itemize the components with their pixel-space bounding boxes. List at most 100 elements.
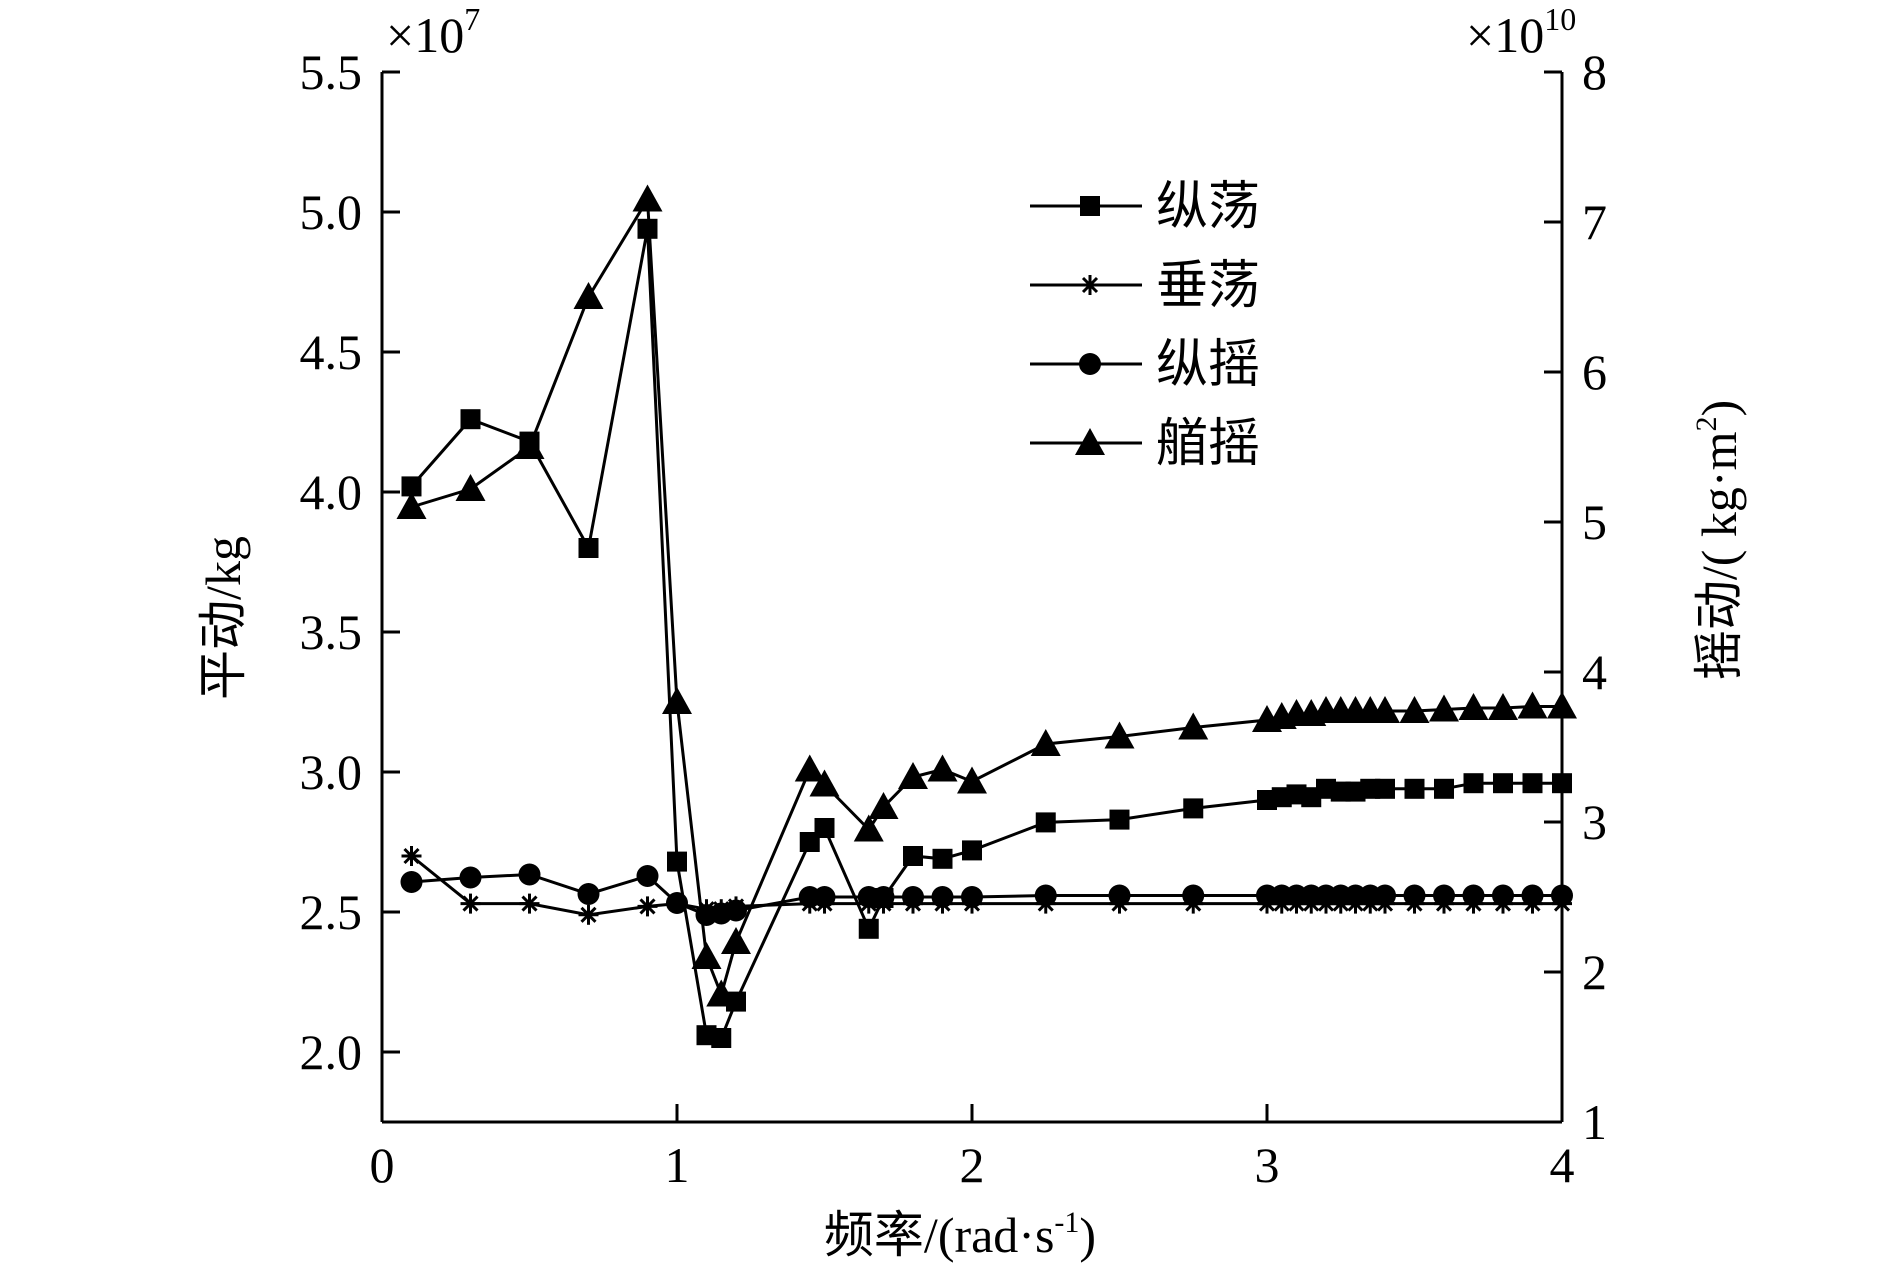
series-point: [1462, 884, 1485, 907]
series-point: [794, 754, 825, 782]
legend-marker: [1080, 275, 1100, 295]
series-point: [1403, 884, 1426, 907]
series-point: [903, 846, 923, 866]
y-right-tick-label: 8: [1582, 44, 1607, 100]
y-axis-right-title: 摇动/( kg·m2): [1690, 400, 1747, 680]
series-point: [1374, 884, 1396, 907]
legend-marker: [1075, 428, 1105, 455]
y-right-tick-label: 3: [1582, 794, 1607, 850]
series-point: [460, 409, 481, 430]
y-right-tick-label: 6: [1582, 344, 1607, 400]
y-left-tick-label: 2.5: [300, 884, 363, 940]
series-point: [691, 942, 722, 969]
series-line: [411, 872, 1562, 917]
series-point: [813, 886, 836, 908]
y-right-tick-label: 4: [1582, 644, 1607, 700]
series-point: [637, 218, 658, 239]
series-point: [578, 904, 599, 925]
series-point: [1551, 884, 1573, 907]
series-point: [632, 184, 663, 212]
y-left-tick-label: 3.5: [300, 604, 363, 660]
series-point: [1108, 884, 1131, 907]
series-point: [1034, 884, 1057, 907]
y-right-tick-label: 7: [1582, 194, 1607, 250]
series-point: [868, 792, 899, 819]
series-point: [1183, 798, 1204, 819]
x-tick-label: 2: [960, 1137, 985, 1193]
left-axis-multiplier: ×107: [386, 1, 480, 63]
legend-label: 艏摇: [1156, 416, 1260, 473]
series-point: [1517, 691, 1548, 719]
y-left-tick-label: 4.0: [300, 464, 363, 520]
series-point: [726, 991, 746, 1012]
series-point: [573, 282, 604, 309]
series-layer: [396, 184, 1577, 1048]
series-triangle: [396, 184, 1577, 1007]
series-point: [1370, 696, 1400, 723]
series-point: [666, 892, 688, 914]
series-point: [725, 899, 747, 922]
series-point: [1109, 809, 1130, 830]
legend-item: 垂荡: [1030, 258, 1260, 315]
series-point: [961, 886, 983, 908]
series-point: [902, 886, 924, 908]
series-point: [1547, 691, 1577, 719]
series-line: [410, 228, 1562, 1040]
series-point: [931, 886, 954, 908]
series-point: [1522, 773, 1543, 794]
series-point: [1182, 884, 1205, 907]
x-tick-label: 3: [1255, 1137, 1280, 1193]
legend-label: 垂荡: [1156, 258, 1260, 315]
series-point: [1521, 884, 1544, 907]
series-point: [396, 492, 427, 519]
series-point: [401, 846, 422, 866]
series-point: [1429, 694, 1459, 722]
y-left-tick-label: 5.0: [300, 184, 363, 240]
x-tick-label: 1: [665, 1137, 690, 1193]
axis-ticks: 0 1 2 3 4 2.0 2.5 3.0 3.5 4.0 4.5 5.0 5.5 1 2 3 4 5 6 7 8: [300, 44, 1608, 1193]
series-point: [1375, 778, 1395, 799]
series-point: [459, 866, 482, 889]
legend-item: 纵摇: [1030, 337, 1260, 394]
series-point: [962, 840, 982, 861]
y-right-tick-label: 2: [1582, 944, 1607, 1000]
series-point: [1104, 721, 1135, 749]
series-point: [721, 927, 751, 954]
y-right-tick-label: 1: [1582, 1094, 1607, 1150]
y-left-tick-label: 2.0: [300, 1024, 363, 1080]
series-point: [1493, 773, 1513, 794]
series-point: [577, 883, 600, 905]
series-point: [578, 538, 599, 558]
y-left-tick-label: 3.0: [300, 744, 363, 800]
series-point: [872, 886, 895, 908]
series-line: [410, 854, 1562, 917]
series-point: [858, 918, 879, 939]
plot-frame: [380, 72, 1564, 1124]
series-point: [853, 814, 884, 842]
legend-marker: [1079, 353, 1101, 375]
series-asterisk: [401, 846, 1572, 925]
y-axis-left-title: 平动/kg: [195, 536, 251, 700]
series-point: [662, 687, 692, 714]
series-point: [1178, 712, 1209, 740]
series-point: [1488, 693, 1518, 720]
series-point: [667, 851, 687, 872]
series-point: [637, 896, 658, 917]
series-point: [711, 1028, 732, 1048]
legend-marker: [1080, 196, 1100, 216]
legend-label: 纵摇: [1156, 337, 1260, 394]
series-point: [1492, 884, 1514, 907]
y-right-tick-label: 5: [1582, 494, 1607, 550]
series-point: [518, 863, 541, 886]
series-point: [455, 474, 486, 501]
series-point: [1463, 773, 1484, 794]
series-point: [814, 818, 835, 838]
series-point: [636, 865, 659, 887]
series-point: [401, 476, 422, 497]
y-left-tick-label: 4.5: [300, 324, 363, 380]
series-circle: [400, 863, 1573, 926]
series-point: [1035, 812, 1056, 833]
